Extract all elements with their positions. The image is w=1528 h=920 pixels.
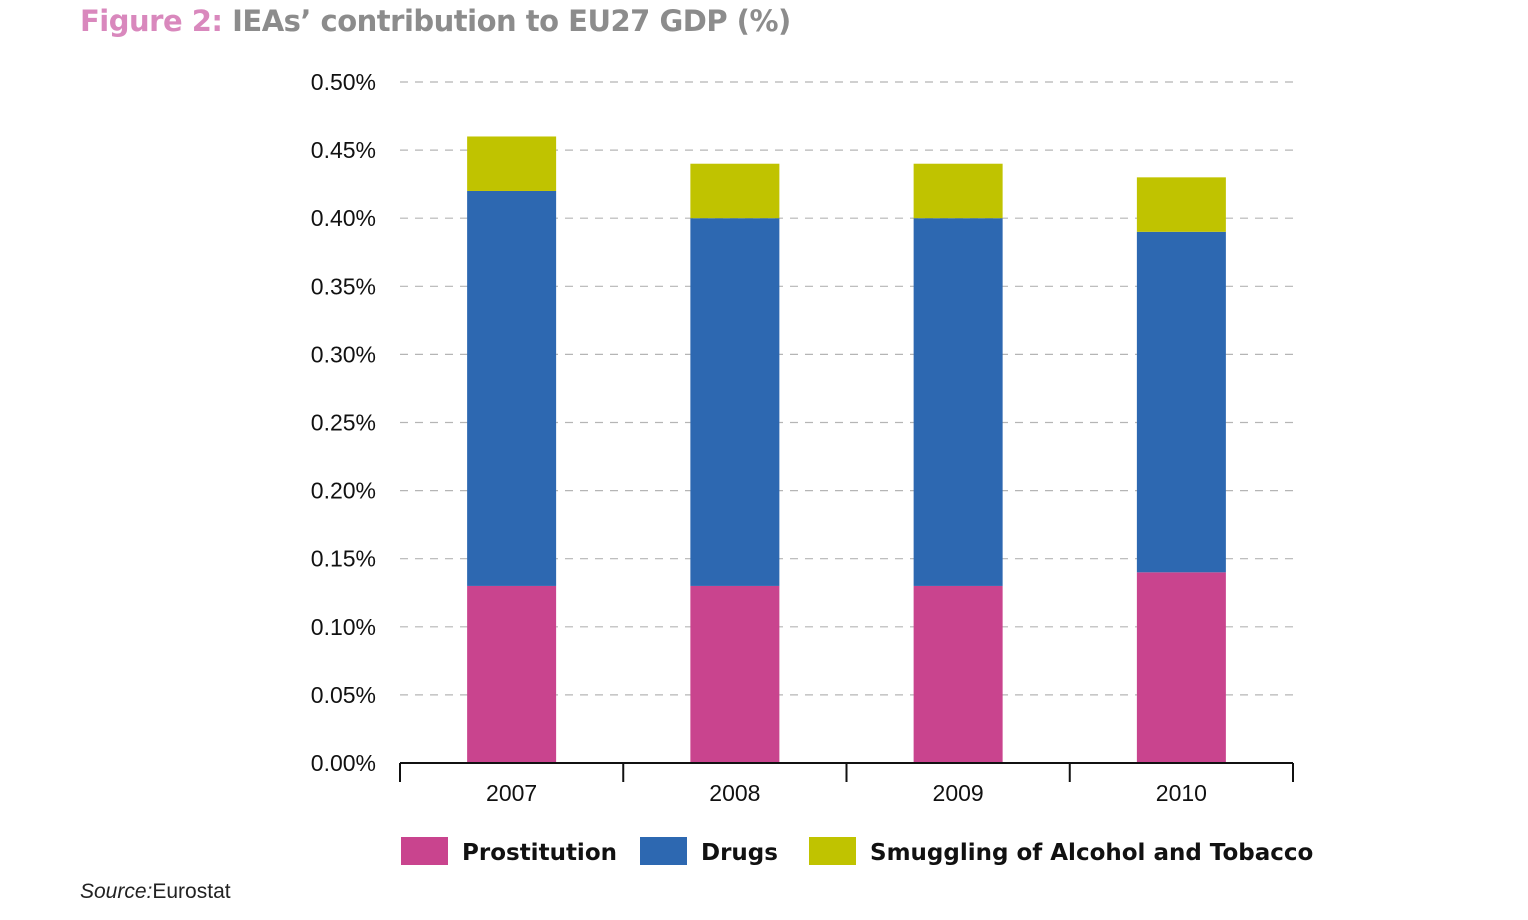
- source-label: Source:: [80, 880, 153, 903]
- stacked-bar-chart: 0.00% 0.05% 0.10% 0.15% 0.20% 0.25% 0.30% 0.35%…: [311, 69, 1314, 866]
- figure-label: Figure 2:: [80, 4, 223, 38]
- bar-segment: [913, 585, 1003, 763]
- bar-segment: [690, 585, 780, 763]
- y-tick-label: 0.25%: [311, 410, 376, 436]
- bar-segment: [467, 136, 557, 191]
- x-axis: 2007 2008 2009 2010: [399, 762, 1294, 806]
- source-note: Source:Eurostat: [80, 880, 231, 904]
- x-tick-label: 2007: [486, 780, 537, 806]
- y-tick-label: 0.10%: [311, 614, 376, 640]
- y-tick-label: 0.30%: [311, 341, 376, 367]
- legend-swatch: [809, 837, 856, 865]
- legend-label: Smuggling of Alcohol and Tobacco: [870, 840, 1313, 866]
- y-tick-label: 0.00%: [311, 750, 376, 776]
- figure-title: Figure 2: IEAs’ contribution to EU27 GDP…: [80, 4, 791, 38]
- x-tick-label: 2009: [933, 780, 984, 806]
- y-tick-label: 0.15%: [311, 546, 376, 572]
- bar-segment: [913, 163, 1003, 219]
- legend: Prostitution Drugs Smuggling of Alcohol an…: [401, 837, 1313, 866]
- bar-segment: [467, 190, 557, 586]
- x-tick-label: 2008: [709, 780, 760, 806]
- y-tick-label: 0.45%: [311, 137, 376, 163]
- y-tick-label: 0.40%: [311, 205, 376, 231]
- bars: [467, 136, 1226, 763]
- legend-label: Prostitution: [462, 840, 617, 866]
- source-text: Eurostat: [152, 880, 231, 903]
- figure-title-text: IEAs’ contribution to EU27 GDP (%): [232, 4, 791, 38]
- bar-segment: [1136, 572, 1226, 763]
- y-tick-label: 0.05%: [311, 682, 376, 708]
- y-tick-label: 0.20%: [311, 478, 376, 504]
- y-tick-label: 0.50%: [311, 69, 376, 95]
- bar-segment: [690, 218, 780, 586]
- bar-segment: [913, 218, 1003, 586]
- y-axis-tick-labels: 0.00% 0.05% 0.10% 0.15% 0.20% 0.25% 0.30% 0.35%…: [311, 69, 376, 776]
- bar-segment: [690, 163, 780, 219]
- legend-swatch: [401, 837, 448, 865]
- bar-segment: [1136, 231, 1226, 573]
- x-tick-label: 2010: [1156, 780, 1207, 806]
- legend-swatch: [640, 837, 687, 865]
- legend-label: Drugs: [701, 840, 778, 866]
- bar-segment: [1136, 177, 1226, 232]
- bar-segment: [467, 585, 557, 763]
- y-tick-label: 0.35%: [311, 273, 376, 299]
